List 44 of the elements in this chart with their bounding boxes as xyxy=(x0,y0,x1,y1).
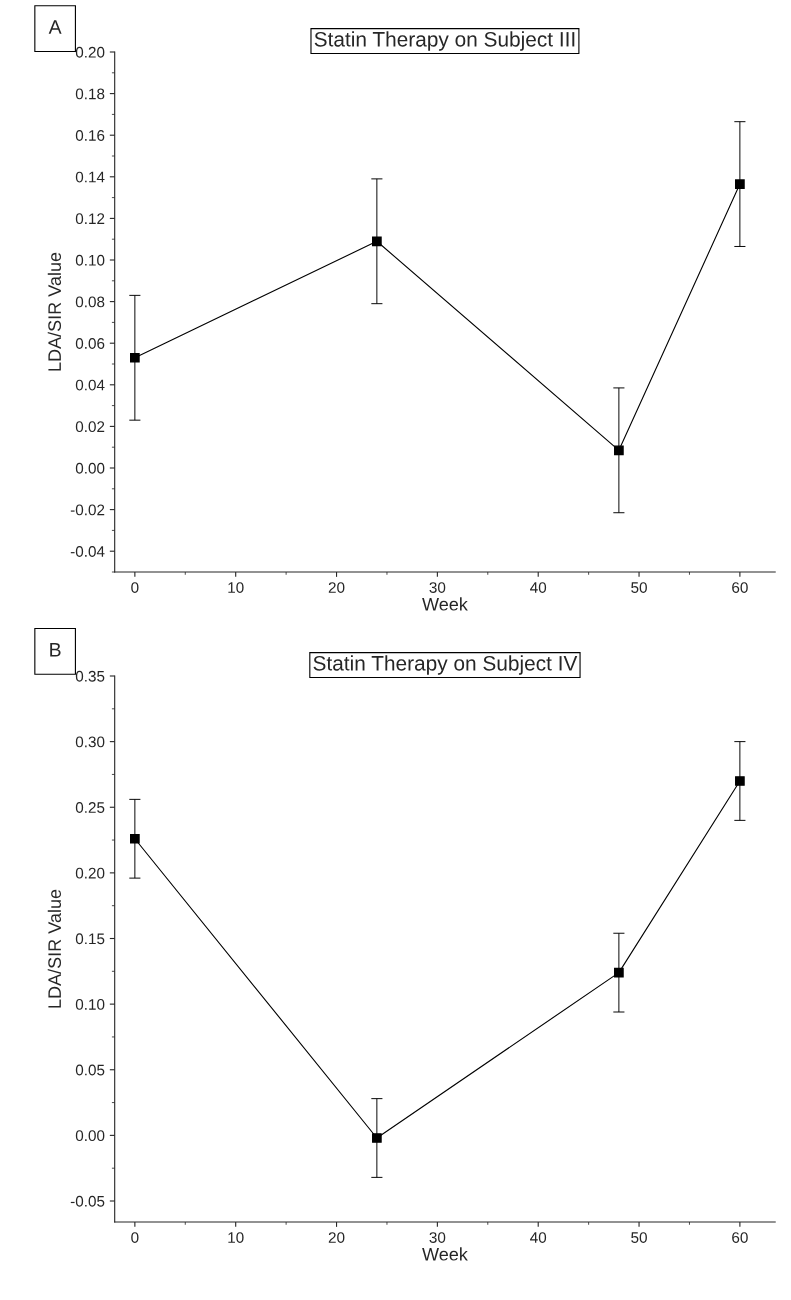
y-tick-label: 0.20 xyxy=(75,46,105,58)
y-tick-label: 0.00 xyxy=(75,462,105,474)
chart-title: Statin Therapy on Subject III xyxy=(314,31,575,51)
y-axis-title: LDA/SIR Value xyxy=(47,252,62,371)
text: A xyxy=(48,20,62,34)
x-tick-label: 50 xyxy=(631,1232,647,1243)
x-tick-label: 40 xyxy=(530,582,547,593)
y-tick-label: 0.04 xyxy=(75,379,105,391)
y-tick-label: -0.04 xyxy=(70,546,105,557)
y-tick-label: 0.12 xyxy=(75,213,105,225)
y-tick-label: -0.02 xyxy=(70,504,105,516)
x-tick-label: 10 xyxy=(228,582,244,593)
x-axis-title: Week xyxy=(422,1247,468,1261)
x-tick-label: 30 xyxy=(429,582,446,593)
y-tick-label: 0.16 xyxy=(75,130,105,141)
y-tick-label: 0.10 xyxy=(75,998,105,1010)
x-tick-label: 30 xyxy=(429,1232,446,1243)
y-tick-label: 0.15 xyxy=(75,933,105,945)
x-tick-label: 50 xyxy=(631,582,647,593)
x-tick-label: 20 xyxy=(328,582,345,593)
y-tick-label: 0.35 xyxy=(75,670,105,682)
y-tick-label: 0.05 xyxy=(75,1064,105,1076)
text: B xyxy=(50,643,61,657)
y-tick-label: 0.20 xyxy=(75,867,105,879)
y-tick-label: 0.25 xyxy=(75,802,105,813)
y-tick-label: 0.00 xyxy=(75,1130,105,1142)
x-tick-label: 10 xyxy=(228,1232,244,1243)
y-tick-label: 0.14 xyxy=(75,171,105,183)
x-tick-label: 60 xyxy=(732,582,748,593)
y-tick-label: 0.02 xyxy=(75,421,105,433)
x-tick-label: 0 xyxy=(131,582,139,593)
x-tick-label: 0 xyxy=(131,1232,139,1243)
y-tick-label: 0.08 xyxy=(75,296,105,308)
x-tick-label: 20 xyxy=(328,1232,345,1243)
y-tick-label: -0.05 xyxy=(70,1195,105,1207)
x-tick-label: 60 xyxy=(732,1232,748,1243)
y-axis-title: LDA/SIR Value xyxy=(47,889,62,1008)
y-tick-label: 0.18 xyxy=(75,88,105,100)
x-tick-label: 40 xyxy=(530,1232,547,1243)
x-axis-title: Week xyxy=(422,597,468,611)
y-tick-label: 0.30 xyxy=(75,736,105,748)
y-tick-label: 0.06 xyxy=(75,338,105,349)
y-tick-label: 0.10 xyxy=(75,254,105,266)
chart-title: Statin Therapy on Subject IV xyxy=(313,655,578,675)
